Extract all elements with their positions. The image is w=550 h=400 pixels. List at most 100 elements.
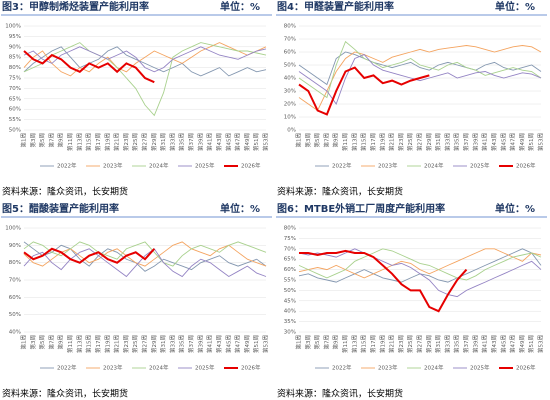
x-tick-label: 第43周 [215,133,223,151]
x-tick-label: 第5周 [313,133,321,148]
x-tick-label: 第5周 [38,133,46,148]
y-tick-label: 40% [284,76,296,82]
x-tick-label: 第15周 [85,335,93,353]
legend-label: 2022年 [332,162,352,170]
x-tick-label: 第33周 [168,335,176,353]
x-tick-label: 第21周 [113,335,121,353]
series-line [23,46,267,73]
y-tick-label: 10% [284,115,296,121]
x-tick-label: 第11周 [66,133,74,151]
x-tick-label: 第47周 [234,133,242,151]
y-tick-label: 40% [284,309,296,315]
y-tick-label: 60% [284,267,296,273]
y-tick-label: 80% [284,24,296,30]
series-line [298,54,542,105]
x-tick-label: 第13周 [350,133,358,151]
legend-label: 2022年 [57,162,77,170]
series-line [23,247,156,264]
x-tick-label: 第53周 [537,133,545,151]
x-tick-label: 第37周 [187,133,195,151]
series-line [298,66,430,116]
x-tick-label: 第9周 [332,335,340,350]
y-tick-label: 90% [9,243,21,249]
x-tick-label: 第23周 [122,335,130,353]
x-tick-label: 第53周 [262,335,270,353]
series-line [299,249,468,313]
x-tick-label: 第7周 [322,335,330,350]
x-tick-label: 第51周 [252,335,260,353]
x-tick-label: 第29周 [150,335,158,353]
y-tick-label: 30% [284,89,296,95]
x-tick-label: 第29周 [150,133,158,151]
y-tick-label: 100% [5,226,21,232]
y-tick-label: 45% [284,298,296,304]
x-tick-label: 第19周 [103,335,111,353]
x-tick-label: 第1周 [20,133,28,148]
x-tick-label: 第21周 [388,335,396,353]
x-tick-label: 第1周 [295,133,303,148]
x-tick-label: 第23周 [122,133,130,151]
y-tick-label: 70% [284,246,296,252]
x-tick-label: 第37周 [462,335,470,353]
x-tick-label: 第5周 [38,335,46,350]
y-tick-label: 30% [284,330,296,336]
source-note: 资料来源：隆众资讯，长安期货 [277,186,403,198]
x-tick-label: 第19周 [103,133,111,151]
x-tick-label: 第45周 [224,335,232,353]
x-tick-label: 第39周 [196,133,204,151]
x-tick-label: 第33周 [443,335,451,353]
x-tick-label: 第3周 [29,133,37,148]
y-tick-label: 20% [284,102,296,108]
x-tick-label: 第35周 [178,133,186,151]
y-tick-label: 50% [9,128,21,134]
x-tick-label: 第13周 [75,335,83,353]
x-tick-label: 第35周 [453,335,461,353]
x-tick-label: 第11周 [341,335,349,353]
x-tick-label: 第33周 [443,133,451,151]
x-tick-label: 第47周 [509,335,517,353]
y-tick-label: 50% [284,288,296,294]
panel-title: 图4：甲醛装置产能利用率 [277,0,394,13]
y-tick-label: 0% [287,128,296,134]
x-tick-label: 第7周 [47,133,55,148]
y-tick-label: 70% [9,86,21,92]
legend-label: 2025年 [195,364,215,372]
x-tick-label: 第13周 [350,335,358,353]
series-line [23,50,155,84]
y-tick-label: 95% [9,34,21,40]
legend-label: 2025年 [470,364,490,372]
legend-label: 2024年 [149,162,169,170]
x-tick-label: 第23周 [397,335,405,353]
x-tick-label: 第31周 [434,335,442,353]
y-tick-label: 85% [9,55,21,61]
unit-label: 单位：% [495,202,535,215]
x-tick-label: 第43周 [490,133,498,151]
x-tick-label: 第49周 [243,335,251,353]
y-tick-label: 90% [9,44,21,50]
y-tick-label: 80% [284,226,296,232]
x-tick-label: 第51周 [527,335,535,353]
series-line [298,248,542,281]
x-tick-label: 第19周 [378,335,386,353]
y-tick-label: 50% [9,312,21,318]
x-tick-label: 第25周 [131,133,139,151]
unit-label: 单位：% [220,202,260,215]
x-tick-label: 第25周 [131,335,139,353]
x-tick-label: 第51周 [527,133,535,151]
x-tick-label: 第47周 [234,335,242,353]
x-tick-label: 第53周 [262,133,270,151]
x-tick-label: 第27周 [416,335,424,353]
y-tick-label: 50% [284,63,296,69]
x-tick-label: 第43周 [490,335,498,353]
x-tick-label: 第11周 [341,133,349,151]
series-line [23,42,267,77]
legend-label: 2024年 [149,364,169,372]
x-tick-label: 第3周 [304,133,312,148]
y-tick-label: 80% [9,65,21,71]
legend-label: 2026年 [241,364,261,372]
y-tick-label: 60% [284,50,296,56]
x-tick-label: 第35周 [453,133,461,151]
y-tick-label: 70% [284,37,296,43]
x-tick-label: 第15周 [360,133,368,151]
